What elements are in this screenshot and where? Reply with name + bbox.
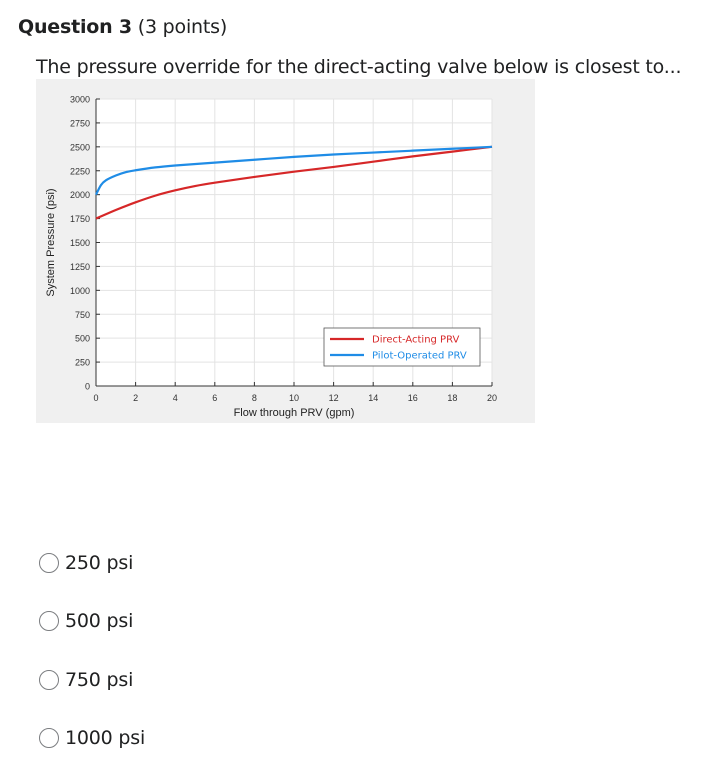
y-tick-label-1: 250 [75, 358, 90, 368]
answer-option-1[interactable]: 250 psi [39, 548, 133, 578]
y-tick-label-7: 1750 [70, 214, 90, 224]
answer-label-3: 750 psi [65, 669, 134, 691]
y-tick-label-5: 1250 [70, 262, 90, 272]
chart-figure: 0 250 500 750 1000 1250 1500 1750 2000 2250 2500 27… [36, 79, 535, 423]
x-tick-label-6: 12 [329, 393, 339, 403]
x-tick-label-3: 6 [212, 393, 217, 403]
y-tick-label-9: 2250 [70, 166, 90, 176]
y-axis-label: System Pressure (psi) [45, 188, 57, 296]
question-points: (3 points) [137, 16, 228, 38]
answer-option-4[interactable]: 1000 psi [39, 723, 145, 753]
radio-button-2[interactable] [39, 611, 59, 631]
y-tick-label-2: 500 [75, 334, 90, 344]
answer-option-2[interactable]: 500 psi [39, 606, 133, 636]
x-tick-label-10: 20 [487, 393, 497, 403]
x-axis-label: Flow through PRV (gpm) [234, 407, 355, 419]
x-tick-label-0: 0 [93, 393, 98, 403]
x-tick-label-4: 8 [252, 393, 257, 403]
y-tick-label-10: 2500 [70, 142, 90, 152]
answer-label-1: 250 psi [65, 552, 134, 574]
answer-label-2: 500 psi [65, 610, 134, 632]
question-text: The pressure override for the direct-act… [36, 56, 682, 78]
x-tick-label-2: 4 [173, 393, 178, 403]
radio-button-4[interactable] [39, 728, 59, 748]
y-tick-label-0: 0 [85, 382, 90, 392]
legend-label-2: Pilot-Operated PRV [372, 351, 467, 362]
x-tick-label-1: 2 [133, 393, 138, 403]
x-tick-label-5: 10 [289, 393, 299, 403]
pressure-flow-chart: 0 250 500 750 1000 1250 1500 1750 2000 2250 2500 27… [45, 95, 497, 420]
radio-button-3[interactable] [39, 670, 59, 690]
y-tick-label-12: 3000 [70, 95, 90, 105]
x-tick-label-9: 18 [447, 393, 457, 403]
y-tick-label-11: 2750 [70, 118, 90, 128]
question-header: Question 3 (3 points) [18, 16, 227, 38]
series-line-pilot-operated [95, 145, 493, 196]
y-tick-label-8: 2000 [70, 190, 90, 200]
y-tick-label-4: 1000 [70, 286, 90, 296]
answer-label-4: 1000 psi [65, 727, 146, 749]
question-title: Question 3 [18, 16, 132, 38]
radio-button-1[interactable] [39, 553, 59, 573]
y-tick-label-6: 1500 [70, 238, 90, 248]
x-tick-label-8: 16 [408, 393, 418, 403]
y-tick-label-3: 750 [75, 310, 90, 320]
x-tick-label-7: 14 [368, 393, 378, 403]
answer-option-3[interactable]: 750 psi [39, 665, 133, 695]
legend-box [323, 327, 481, 367]
legend-label-1: Direct-Acting PRV [372, 335, 459, 346]
series-line-direct-acting [95, 145, 493, 220]
